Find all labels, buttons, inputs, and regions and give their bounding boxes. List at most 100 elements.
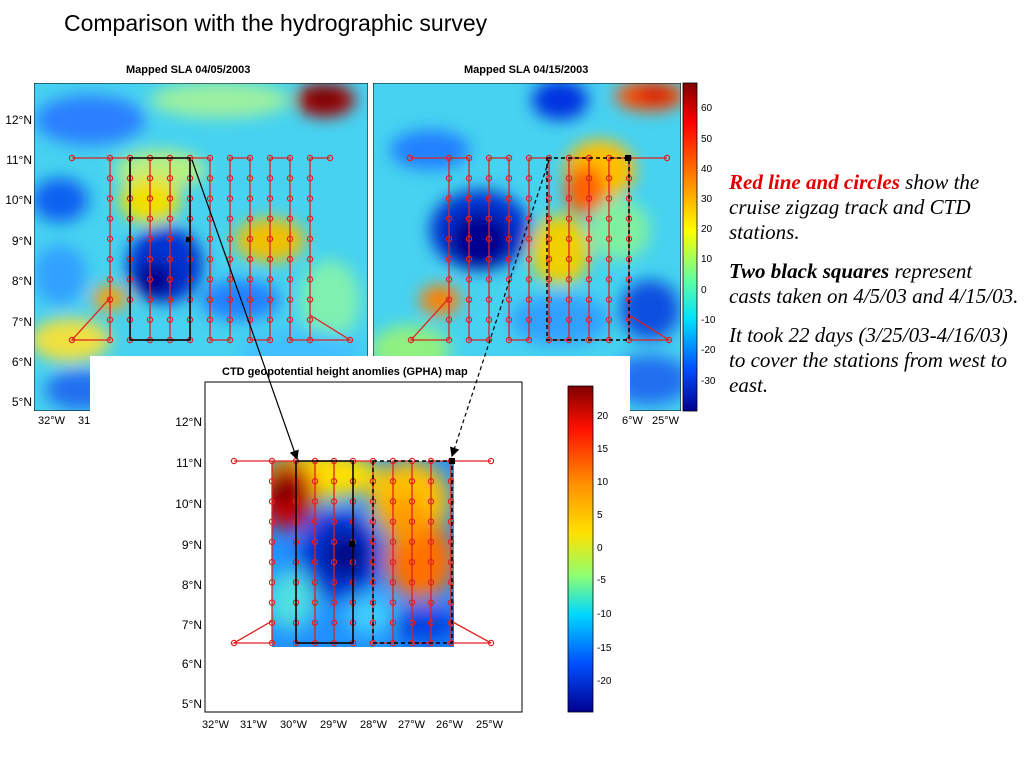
ctd-station bbox=[268, 457, 276, 465]
ctd-station bbox=[465, 154, 473, 162]
bottom-cb-5: 5 bbox=[597, 510, 603, 521]
ctd-station bbox=[505, 175, 513, 182]
ctd-station bbox=[166, 276, 174, 283]
ctd-station bbox=[525, 154, 533, 162]
ctd-station bbox=[311, 498, 319, 505]
ctd-station bbox=[330, 518, 338, 525]
ctd-station bbox=[447, 619, 455, 626]
ctd-station bbox=[525, 336, 533, 344]
ctd-station bbox=[206, 195, 214, 202]
ctd-station bbox=[306, 336, 314, 344]
top-cb-20: 20 bbox=[701, 224, 713, 235]
ctd-station bbox=[565, 215, 573, 222]
ctd-station bbox=[465, 255, 473, 263]
ctd-station bbox=[445, 175, 453, 182]
ctd-station bbox=[447, 498, 455, 505]
ctd-station bbox=[545, 195, 553, 202]
bottom-cb-0: 0 bbox=[597, 543, 603, 554]
note-squares-text: represent casts taken on 4/5/03 and 4/15… bbox=[729, 259, 1019, 308]
top-cb-50: 50 bbox=[701, 134, 713, 145]
ctd-station bbox=[487, 457, 495, 465]
ctd-station bbox=[268, 619, 276, 626]
ctd-station bbox=[246, 336, 254, 344]
top-colorbar bbox=[682, 82, 698, 412]
bottom-lon-32: 32°W bbox=[202, 719, 230, 731]
ctd-station bbox=[226, 276, 234, 283]
ctd-station bbox=[306, 316, 314, 323]
top-cb-m10: -10 bbox=[701, 315, 716, 326]
ctd-station bbox=[306, 154, 314, 162]
ctd-station bbox=[106, 255, 114, 263]
ctd-station bbox=[427, 478, 435, 485]
ctd-station bbox=[485, 296, 493, 303]
ctd-station bbox=[447, 538, 455, 546]
ctd-station bbox=[266, 195, 274, 202]
ctd-station bbox=[545, 235, 553, 243]
ctd-station bbox=[266, 255, 274, 263]
ctd-station bbox=[485, 316, 493, 323]
ctd-station bbox=[585, 235, 593, 243]
ctd-station bbox=[230, 457, 238, 465]
ctd-station bbox=[306, 255, 314, 263]
ctd-station bbox=[427, 538, 435, 546]
ctd-station bbox=[505, 215, 513, 222]
ctd-station bbox=[268, 639, 276, 647]
top-cb-60: 60 bbox=[701, 103, 713, 114]
ctd-station bbox=[330, 498, 338, 505]
arrow-left-to-bottom bbox=[191, 159, 299, 461]
ctd-station bbox=[445, 336, 453, 344]
ctd-station bbox=[226, 316, 234, 323]
ctd-station bbox=[206, 316, 214, 323]
bottom-lon-30: 30°W bbox=[280, 719, 308, 731]
arrow-right-to-bottom bbox=[450, 159, 550, 458]
ctd-station bbox=[330, 619, 338, 626]
ctd-station bbox=[565, 235, 573, 243]
ctd-station bbox=[268, 558, 276, 566]
ctd-station bbox=[206, 336, 214, 344]
ctd-station bbox=[246, 235, 254, 243]
ctd-station bbox=[485, 175, 493, 182]
ctd-station bbox=[565, 195, 573, 202]
ctd-station bbox=[268, 478, 276, 485]
ctd-station bbox=[166, 255, 174, 263]
ctd-station bbox=[306, 175, 314, 182]
ctd-station bbox=[268, 498, 276, 505]
ctd-station bbox=[407, 336, 415, 344]
top-cb-m30: -30 bbox=[701, 376, 716, 387]
ctd-station bbox=[389, 558, 397, 566]
ctd-station bbox=[505, 316, 513, 323]
ctd-station bbox=[286, 175, 294, 182]
ctd-station bbox=[427, 558, 435, 566]
top-cb-40: 40 bbox=[701, 164, 713, 175]
ctd-station bbox=[268, 538, 276, 546]
left-lat-10: 10°N bbox=[5, 193, 32, 207]
ctd-station bbox=[585, 316, 593, 323]
slide-title: Comparison with the hydrographic survey bbox=[64, 10, 488, 36]
left-lat-7: 7°N bbox=[11, 315, 32, 329]
ctd-station bbox=[445, 235, 453, 243]
ctd-station bbox=[246, 316, 254, 323]
ctd-station bbox=[311, 518, 319, 525]
bottom-cb-20: 20 bbox=[597, 411, 609, 422]
ctd-station bbox=[330, 538, 338, 546]
ctd-station bbox=[246, 255, 254, 263]
ctd-station bbox=[311, 478, 319, 485]
ctd-station bbox=[266, 215, 274, 222]
bottom-cb-m10: -10 bbox=[597, 609, 612, 620]
bottom-map-title: CTD geopotential height anomlies (GPHA) … bbox=[222, 366, 468, 378]
ctd-station bbox=[447, 518, 455, 525]
note-squares: Two black squares represent casts taken … bbox=[729, 259, 1019, 309]
ctd-station bbox=[106, 195, 114, 202]
ctd-station bbox=[106, 336, 114, 344]
ctd-station bbox=[445, 255, 453, 263]
ctd-station bbox=[427, 599, 435, 606]
ctd-station bbox=[427, 518, 435, 525]
ctd-station bbox=[585, 255, 593, 263]
ctd-station bbox=[465, 215, 473, 222]
ctd-station bbox=[311, 558, 319, 566]
ctd-station bbox=[226, 195, 234, 202]
bottom-lat-6: 6°N bbox=[181, 657, 202, 671]
ctd-station bbox=[665, 336, 673, 344]
ctd-station bbox=[326, 154, 334, 162]
bottom-colorbar bbox=[567, 385, 594, 713]
